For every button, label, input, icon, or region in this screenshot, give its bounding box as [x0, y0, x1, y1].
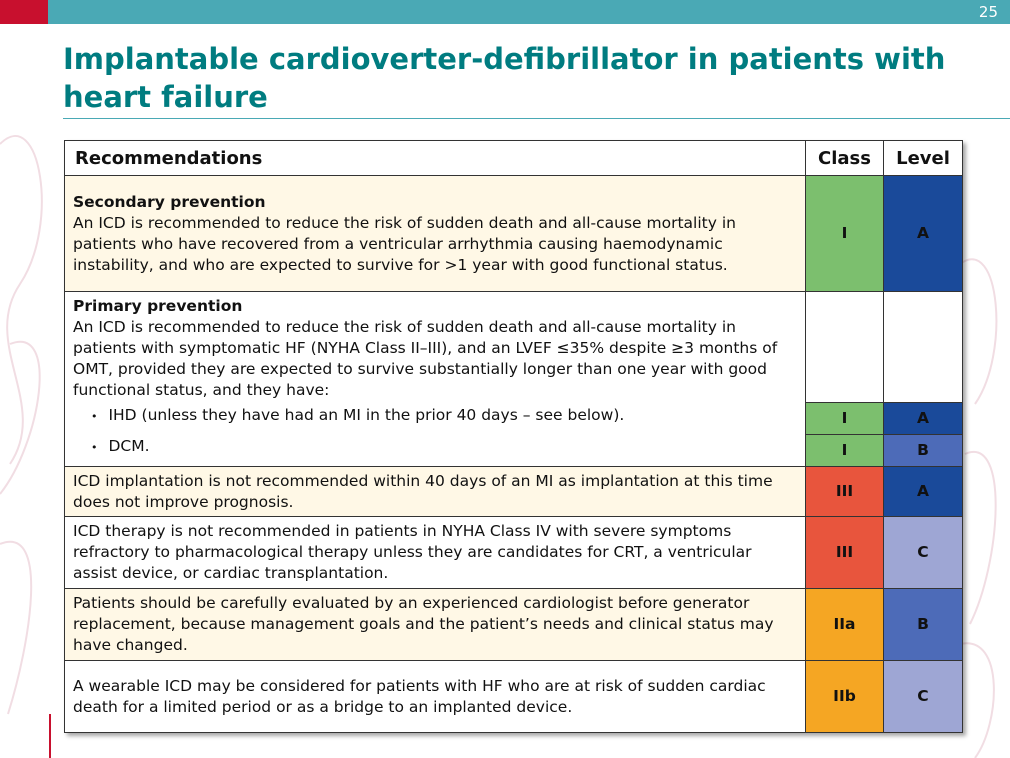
row-heading: Secondary prevention	[73, 192, 266, 211]
recommendation-cell: Primary prevention An ICD is recommended…	[64, 291, 806, 467]
list-item: • IHD (unless they have had an MI in the…	[73, 405, 797, 427]
recommendation-cell: ICD implantation is not recommended with…	[64, 466, 806, 517]
column-header-class: Class	[805, 140, 884, 176]
level-cell: A	[883, 402, 963, 435]
table-row: Secondary prevention An ICD is recommend…	[64, 175, 963, 292]
bullet-icon: •	[91, 410, 98, 423]
recommendation-cell: Secondary prevention An ICD is recommend…	[64, 175, 806, 292]
class-cell: I	[805, 434, 884, 467]
table-row: ICD therapy is not recommended in patien…	[64, 516, 963, 589]
table-row: Primary prevention An ICD is recommended…	[64, 291, 963, 467]
row-heading: Primary prevention	[73, 297, 243, 315]
row-text: An ICD is recommended to reduce the risk…	[73, 213, 736, 274]
table-row: Patients should be carefully evaluated b…	[64, 588, 963, 661]
column-header-recommendations: Recommendations	[64, 140, 806, 176]
level-cell-empty	[883, 291, 963, 403]
class-cell: I	[805, 402, 884, 435]
class-cell: IIb	[805, 660, 884, 733]
recommendation-cell: A wearable ICD may be considered for pat…	[64, 660, 806, 733]
class-cell-empty	[805, 291, 884, 403]
title-divider	[63, 118, 1010, 119]
footer-accent-line	[49, 714, 51, 758]
level-cell: B	[883, 434, 963, 467]
page-title: Implantable cardioverter-defibrillator i…	[63, 42, 946, 114]
level-cell: A	[883, 466, 963, 517]
table-row: I B	[65, 434, 963, 467]
sub-item-text: IHD (unless they have had an MI in the p…	[108, 406, 625, 424]
class-cell: III	[805, 516, 884, 589]
column-header-level: Level	[883, 140, 963, 176]
level-cell: C	[883, 516, 963, 589]
recommendations-table: Recommendations Class Level Secondary pr…	[64, 140, 963, 733]
sub-item-text: DCM.	[108, 437, 150, 455]
recommendation-cell: Patients should be carefully evaluated b…	[64, 588, 806, 661]
row-text: An ICD is recommended to reduce the risk…	[73, 318, 778, 399]
class-cell: IIa	[805, 588, 884, 661]
bullet-icon: •	[91, 441, 98, 454]
table-row: ICD implantation is not recommended with…	[64, 466, 963, 517]
table-row: A wearable ICD may be considered for pat…	[64, 660, 963, 733]
recommendation-cell: ICD therapy is not recommended in patien…	[64, 516, 806, 589]
top-bar: 25	[0, 0, 1010, 24]
top-bar-red-block	[0, 0, 48, 24]
level-cell: C	[883, 660, 963, 733]
list-item: • DCM.	[73, 436, 797, 458]
level-cell: B	[883, 588, 963, 661]
class-cell: III	[805, 466, 884, 517]
level-cell: A	[883, 175, 963, 292]
table-header-row: Recommendations Class Level	[64, 140, 963, 176]
class-cell: I	[805, 175, 884, 292]
page-number: 25	[978, 3, 998, 21]
background-swirls	[0, 135, 998, 758]
